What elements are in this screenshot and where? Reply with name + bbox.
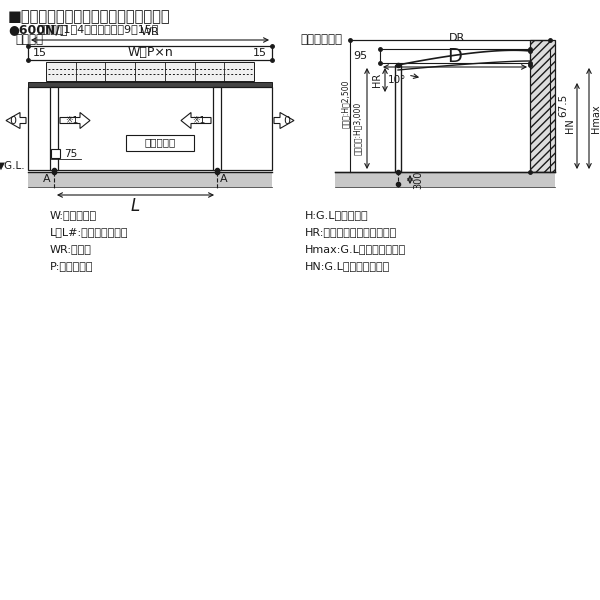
Text: DR: DR	[449, 33, 466, 43]
Text: 標準柱:H＝2,500: 標準柱:H＝2,500	[341, 79, 349, 128]
Text: W:躯体柱芯々: W:躯体柱芯々	[50, 210, 97, 220]
Text: 10°: 10°	[388, 75, 406, 85]
Text: 柱移動範囲: 柱移動範囲	[145, 137, 176, 148]
Text: ※1: ※1	[193, 116, 206, 125]
Text: Hmax:G.L～垂木掛け上端: Hmax:G.L～垂木掛け上端	[305, 244, 406, 254]
Text: HN:G.L～垂木掛け下端: HN:G.L～垂木掛け下端	[305, 261, 390, 271]
Text: ロング柱:H＝3,000: ロング柱:H＝3,000	[353, 102, 361, 155]
Text: L: L	[131, 197, 140, 215]
Text: 15: 15	[253, 48, 267, 58]
Bar	[46, 62, 254, 81]
Text: 75: 75	[64, 149, 77, 159]
Text: Hmax: Hmax	[591, 104, 600, 133]
Text: D: D	[448, 46, 463, 65]
Polygon shape	[181, 113, 211, 128]
Text: 【アール型】: 【アール型】	[300, 33, 342, 46]
Bar	[335, 172, 555, 187]
Bar	[213, 87, 221, 170]
Text: 15: 15	[33, 48, 47, 58]
Text: WR: WR	[140, 27, 160, 37]
Polygon shape	[60, 113, 90, 128]
Bar	[395, 65, 401, 172]
Bar	[28, 82, 272, 87]
Text: L、L#:柱の中心間距離: L、L#:柱の中心間距離	[50, 227, 128, 237]
Text: 95: 95	[353, 51, 367, 61]
Bar	[126, 134, 194, 151]
Text: HR:前枠下端～垂木掛け上端: HR:前枠下端～垂木掛け上端	[305, 227, 397, 237]
Text: 【単体】: 【単体】	[15, 33, 43, 46]
Bar	[28, 172, 272, 187]
Text: W＝P×n: W＝P×n	[127, 46, 173, 59]
Bar	[50, 87, 58, 170]
Text: 0: 0	[284, 115, 290, 125]
Bar	[530, 40, 555, 172]
Text: H:G.L～前枠下端: H:G.L～前枠下端	[305, 210, 368, 220]
Text: A: A	[43, 174, 51, 184]
Text: 67.5: 67.5	[558, 94, 568, 117]
Text: 300: 300	[413, 170, 423, 188]
Text: HR: HR	[372, 73, 382, 87]
Text: 0: 0	[10, 115, 17, 125]
Text: HN: HN	[565, 119, 575, 133]
Bar	[28, 87, 272, 170]
Text: ■ソラリア　テラス屋根　柱標準タイプ: ■ソラリア テラス屋根 柱標準タイプ	[8, 9, 170, 24]
Polygon shape	[6, 113, 26, 128]
Text: ※1: ※1	[65, 116, 79, 125]
Polygon shape	[274, 113, 294, 128]
Text: ●600N/㎡: ●600N/㎡	[8, 24, 67, 37]
Text: WR:屋根幅: WR:屋根幅	[50, 244, 92, 254]
Text: P:垂木ピッチ: P:垂木ピッチ	[50, 261, 94, 271]
Bar	[51, 149, 60, 158]
Text: ▼G.L.: ▼G.L.	[0, 161, 26, 171]
Text: 呼称幅1～4間、呼称奥行9～15尺: 呼称幅1～4間、呼称奥行9～15尺	[38, 24, 160, 34]
Text: A: A	[220, 174, 227, 184]
